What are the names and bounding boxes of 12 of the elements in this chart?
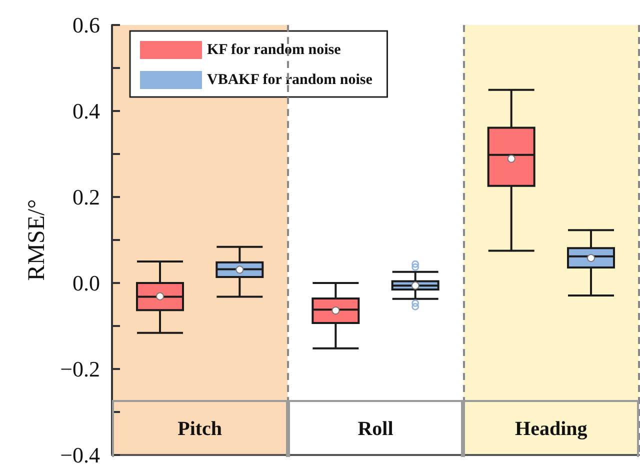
x-tick-label: Pitch	[178, 418, 222, 440]
y-tick-label: 0.0	[72, 270, 100, 296]
legend-label: VBAKF for random noise	[207, 72, 373, 88]
x-tick-label: Roll	[358, 418, 394, 440]
y-tick-label: −0.4	[60, 442, 100, 466]
y-tick-label: −0.2	[60, 356, 100, 382]
y-axis-title: RMSE/°	[24, 199, 50, 281]
y-tick-label: 0.6	[72, 12, 100, 38]
y-tick-label: 0.2	[72, 184, 100, 210]
x-tick-label: Heading	[515, 418, 588, 440]
legend-label: KF for random noise	[207, 42, 342, 58]
y-tick-label: 0.4	[72, 98, 100, 124]
